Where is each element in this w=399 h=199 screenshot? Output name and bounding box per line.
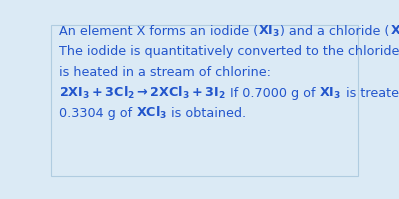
Text: is treated,: is treated, xyxy=(342,87,399,100)
Text: $\mathbf{XI_3}$: $\mathbf{XI_3}$ xyxy=(258,24,280,39)
Text: $\mathbf{XCl_3}$: $\mathbf{XCl_3}$ xyxy=(136,105,168,121)
Text: is heated in a stream of chlorine:: is heated in a stream of chlorine: xyxy=(59,66,271,79)
Text: If 0.7000 g of: If 0.7000 g of xyxy=(226,87,319,100)
Text: The iodide is quantitatively converted to the chloride when it: The iodide is quantitatively converted t… xyxy=(59,45,399,58)
Text: ) and a chloride (: ) and a chloride ( xyxy=(280,25,390,38)
Text: An element X forms an iodide (: An element X forms an iodide ( xyxy=(59,25,258,38)
Text: is obtained.: is obtained. xyxy=(168,107,247,120)
Text: $\mathbf{XI_3}$: $\mathbf{XI_3}$ xyxy=(319,86,342,101)
FancyBboxPatch shape xyxy=(51,25,358,176)
Text: $\mathbf{XCl_3}$: $\mathbf{XCl_3}$ xyxy=(390,23,399,39)
Text: 0.3304 g of: 0.3304 g of xyxy=(59,107,136,120)
Text: $\mathbf{2XI_3 + 3Cl_2{\rightarrow}2XCl_3 + 3I_2}$: $\mathbf{2XI_3 + 3Cl_2{\rightarrow}2XCl_… xyxy=(59,85,226,101)
